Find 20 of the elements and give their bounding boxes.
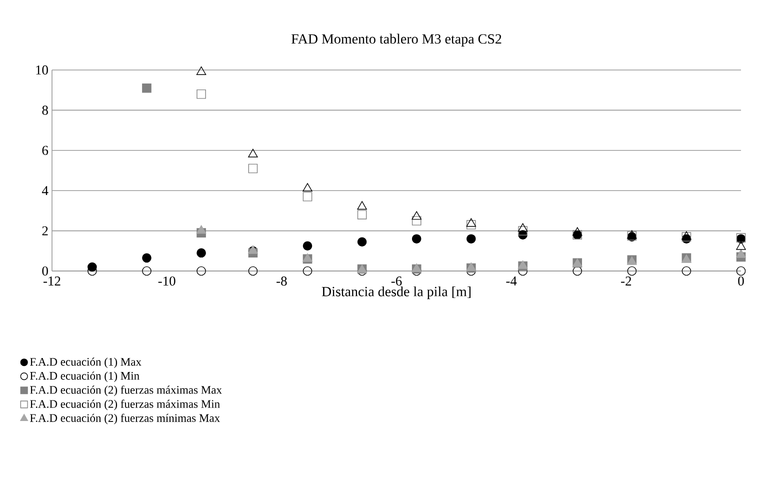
- legend-label: F.A.D ecuación (1) Min: [30, 372, 140, 382]
- x-tick-label: -10: [158, 276, 176, 286]
- y-tick-label: 8: [42, 106, 48, 115]
- chart-title: FAD Momento tablero M3 etapa CS2: [291, 34, 502, 47]
- y-tick-label: 4: [42, 186, 48, 196]
- legend-label: F.A.D ecuación (1) Max: [30, 358, 142, 368]
- legend-label: F.A.D ecuación (2) fuerzas máximas Min: [30, 400, 220, 410]
- legend-label: F.A.D ecuación (2) fuerzas mínimas Max: [30, 414, 220, 424]
- x-axis-title: Distancia desde la pila [m]: [322, 286, 471, 300]
- y-tick-label: 2: [42, 226, 48, 236]
- x-tick-label: 0: [738, 276, 744, 286]
- y-tick-label: 0: [42, 266, 48, 276]
- x-tick-label: -8: [276, 276, 287, 286]
- y-tick-label: 10: [36, 65, 48, 75]
- y-tick-label: 6: [42, 146, 48, 155]
- x-tick-label: -12: [44, 276, 60, 286]
- x-tick-label: -4: [506, 276, 517, 286]
- x-tick-label: -2: [621, 276, 632, 286]
- x-tick-label: -6: [391, 276, 402, 286]
- legend-label: F.A.D ecuación (2) fuerzas máximas Max: [30, 386, 222, 396]
